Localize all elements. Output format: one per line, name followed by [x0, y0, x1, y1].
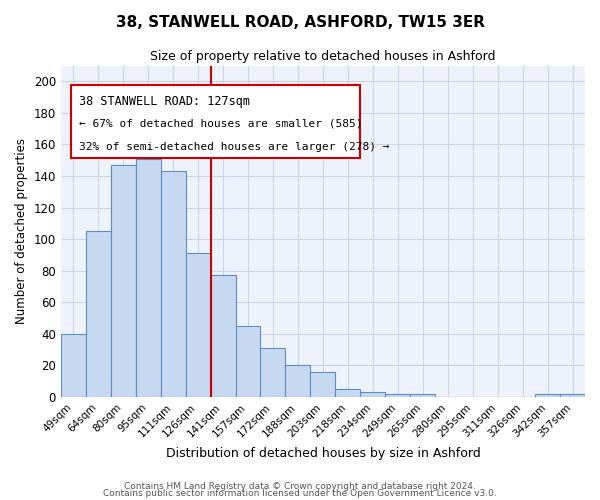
- Text: Contains public sector information licensed under the Open Government Licence v3: Contains public sector information licen…: [103, 489, 497, 498]
- Bar: [535, 394, 560, 397]
- Text: 38, STANWELL ROAD, ASHFORD, TW15 3ER: 38, STANWELL ROAD, ASHFORD, TW15 3ER: [115, 15, 485, 30]
- FancyBboxPatch shape: [71, 86, 359, 158]
- Bar: [61, 334, 86, 397]
- Bar: [86, 232, 111, 397]
- Bar: [335, 389, 361, 397]
- Bar: [560, 394, 585, 397]
- X-axis label: Distribution of detached houses by size in Ashford: Distribution of detached houses by size …: [166, 447, 480, 460]
- Bar: [410, 394, 435, 397]
- Text: 32% of semi-detached houses are larger (278) →: 32% of semi-detached houses are larger (…: [79, 142, 389, 152]
- Bar: [236, 326, 260, 397]
- Bar: [361, 392, 385, 397]
- Text: Contains HM Land Registry data © Crown copyright and database right 2024.: Contains HM Land Registry data © Crown c…: [124, 482, 476, 491]
- Y-axis label: Number of detached properties: Number of detached properties: [15, 138, 28, 324]
- Bar: [310, 372, 335, 397]
- Bar: [185, 254, 211, 397]
- Text: 38 STANWELL ROAD: 127sqm: 38 STANWELL ROAD: 127sqm: [79, 96, 250, 108]
- Bar: [161, 172, 185, 397]
- Bar: [111, 165, 136, 397]
- Bar: [286, 366, 310, 397]
- Bar: [136, 158, 161, 397]
- Bar: [211, 276, 236, 397]
- Bar: [385, 394, 410, 397]
- Bar: [260, 348, 286, 397]
- Text: ← 67% of detached houses are smaller (585): ← 67% of detached houses are smaller (58…: [79, 118, 362, 128]
- Title: Size of property relative to detached houses in Ashford: Size of property relative to detached ho…: [150, 50, 496, 63]
